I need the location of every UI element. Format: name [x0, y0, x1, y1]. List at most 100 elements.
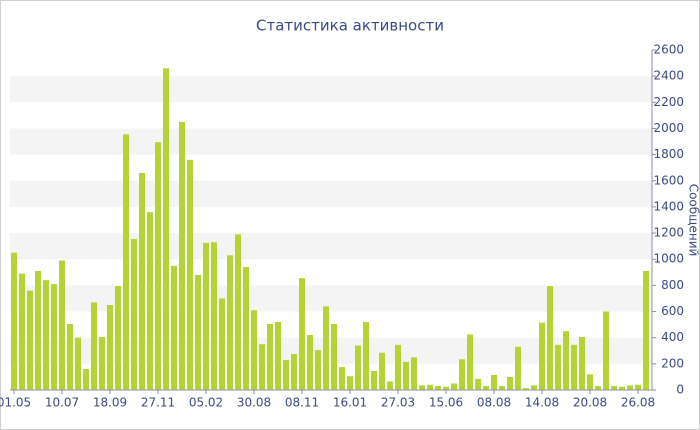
bar	[115, 286, 121, 390]
chart-title: Статистика активности	[256, 17, 444, 35]
bar	[51, 284, 57, 390]
bar	[251, 310, 257, 390]
bar	[539, 322, 545, 390]
bar	[11, 252, 17, 390]
y-tick-label: 1400	[653, 199, 684, 213]
bar	[587, 374, 593, 390]
x-tick-label: 18.09	[93, 396, 127, 410]
x-tick-label: 27.11	[141, 396, 175, 410]
bar	[643, 271, 649, 390]
bar	[187, 159, 193, 390]
bar	[435, 386, 441, 390]
bar	[339, 367, 345, 390]
grid-band	[10, 285, 652, 312]
bar	[147, 212, 153, 390]
bar	[427, 384, 433, 390]
bar	[179, 121, 185, 390]
bar	[331, 323, 337, 390]
bar	[163, 68, 169, 391]
y-tick-label: 200	[661, 356, 684, 370]
bar	[571, 344, 577, 390]
x-tick-label: 20.08	[573, 396, 607, 410]
bar	[131, 238, 137, 390]
grid-band	[10, 180, 652, 207]
bar	[347, 376, 353, 390]
grid-band	[10, 233, 652, 260]
bar	[547, 286, 553, 390]
bar	[107, 305, 113, 390]
bar	[139, 172, 145, 390]
bar	[83, 369, 89, 390]
x-tick-label: 08.08	[477, 396, 511, 410]
bar	[219, 298, 225, 390]
x-tick-label: 27.03	[381, 396, 415, 410]
y-axis-label: Сообщений	[687, 184, 700, 257]
bar	[563, 331, 569, 390]
bar	[35, 271, 41, 390]
bar	[195, 274, 201, 390]
bar	[555, 344, 561, 390]
bar	[403, 361, 409, 390]
bar	[155, 142, 161, 390]
y-tick-label: 2600	[653, 43, 684, 57]
y-tick-label: 0	[676, 383, 684, 397]
bar	[267, 323, 273, 390]
bar	[171, 265, 177, 390]
bar	[467, 334, 473, 390]
bar	[283, 359, 289, 390]
y-tick-label: 2200	[653, 95, 684, 109]
bar	[635, 384, 641, 390]
bar	[475, 378, 481, 390]
bar	[411, 357, 417, 390]
bar	[371, 371, 377, 390]
bar	[99, 337, 105, 390]
bar	[611, 386, 617, 390]
bar	[531, 385, 537, 390]
bar	[379, 352, 385, 390]
bar	[499, 386, 505, 390]
x-tick-label: 10.07	[45, 396, 79, 410]
x-tick-label: 30.08	[237, 396, 271, 410]
bar	[579, 337, 585, 390]
bar	[259, 344, 265, 390]
bar	[307, 335, 313, 390]
bar	[275, 322, 281, 390]
bar	[459, 359, 465, 390]
y-tick-label: 1800	[653, 147, 684, 161]
bar	[603, 311, 609, 390]
bar	[355, 345, 361, 390]
y-tick-label: 600	[661, 304, 684, 318]
bar	[491, 374, 497, 390]
x-tick-label: 14.08	[525, 396, 559, 410]
bar	[243, 267, 249, 390]
y-tick-label: 1000	[653, 252, 684, 266]
y-tick-label: 1200	[653, 226, 684, 240]
bar	[211, 242, 217, 390]
bar	[619, 386, 625, 390]
y-tick-label: 1600	[653, 173, 684, 187]
y-tick-label: 400	[661, 330, 684, 344]
grid-band	[10, 128, 652, 155]
bar	[387, 381, 393, 390]
bar	[19, 273, 25, 390]
bar	[595, 386, 601, 390]
x-tick-label: 01.05	[0, 396, 31, 410]
bar	[323, 306, 329, 390]
x-tick-label: 05.02	[189, 396, 223, 410]
bar	[443, 386, 449, 390]
x-tick-label: 08.11	[285, 396, 319, 410]
bar	[123, 134, 129, 390]
bar	[523, 388, 529, 390]
bar	[67, 323, 73, 390]
y-tick-label: 800	[661, 278, 684, 292]
y-tick-label: 2000	[653, 121, 684, 135]
bar	[483, 386, 489, 390]
bar	[507, 376, 513, 390]
bar	[395, 344, 401, 390]
bar	[75, 337, 81, 390]
bar	[43, 280, 49, 390]
bar	[203, 242, 209, 390]
x-tick-label: 15.06	[429, 396, 463, 410]
